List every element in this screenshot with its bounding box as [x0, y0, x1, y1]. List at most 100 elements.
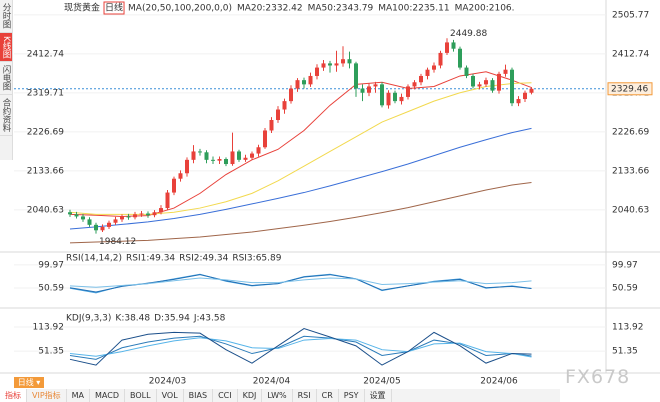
candle-body: [133, 214, 137, 218]
side-tab[interactable]: K线图: [0, 32, 12, 63]
candle-body: [412, 82, 417, 87]
candle-body: [458, 48, 462, 68]
y-tick-label: 113.92: [612, 323, 644, 333]
tool-button[interactable]: KDJ: [238, 389, 263, 402]
series-line: [69, 181, 532, 244]
candle-body: [74, 214, 79, 217]
candle-body: [386, 92, 391, 106]
candle-body: [178, 173, 183, 179]
panel-title: RSI(14,14,2): [66, 254, 122, 264]
candle-body: [81, 216, 85, 220]
x-tick-label: 2024/05: [363, 377, 400, 387]
candle-body: [510, 69, 514, 104]
candle-body: [126, 216, 131, 218]
y-tick-label: 2133.66: [612, 166, 649, 176]
candle-body: [139, 213, 144, 215]
candle-body: [523, 92, 527, 100]
tool-button[interactable]: 设置: [365, 389, 392, 402]
chart-title: 现货黄金: [64, 2, 100, 14]
candle-body: [451, 42, 456, 49]
candle-body: [503, 69, 508, 74]
period-button[interactable]: 日线 ▾: [14, 377, 44, 388]
side-tab[interactable]: 合约资料: [0, 95, 12, 136]
series-line: [69, 327, 532, 366]
y-tick-label: 50.59: [612, 283, 638, 293]
candle-body: [425, 69, 430, 76]
candle-body: [295, 80, 300, 89]
candle-body: [490, 80, 495, 91]
candle-body: [146, 213, 150, 216]
tool-button[interactable]: VIP指标: [27, 389, 67, 402]
candle-body: [191, 151, 196, 160]
candle-body: [230, 151, 235, 165]
legend-entry: RSI1:49.34: [126, 254, 175, 264]
candle-body: [282, 101, 287, 110]
tool-button[interactable]: BIAS: [184, 389, 214, 402]
candle-body: [432, 65, 436, 70]
x-tick-label: 2024/06: [480, 377, 518, 387]
period-tag: [103, 1, 125, 15]
candle-body: [438, 52, 443, 66]
candle-body: [373, 84, 378, 87]
candle-body: [152, 212, 157, 216]
toolbar: 指标 VIP指标 MA MACD BOLL VOL BIAS CCI KDJ LW% RSI CR PS…: [0, 389, 560, 402]
candle-body: [256, 147, 261, 154]
period-label: 日线: [105, 2, 123, 14]
candle-body: [250, 153, 254, 158]
candle-body: [217, 159, 222, 161]
candle-body: [276, 109, 280, 120]
y-tick-label: 113.92: [33, 323, 65, 333]
candle-body: [497, 73, 501, 91]
y-tick-label: 50.59: [38, 283, 64, 293]
tool-button[interactable]: MA: [67, 389, 91, 402]
y-tick-label: 2412.74: [612, 49, 649, 59]
side-tab[interactable]: 分时图: [0, 0, 12, 33]
candle-body: [328, 63, 332, 66]
candle-body: [354, 63, 358, 89]
side-tab[interactable]: 闪电图: [0, 62, 12, 95]
tool-button[interactable]: CR: [317, 389, 339, 402]
tool-button[interactable]: RSI: [293, 389, 317, 402]
candle-body: [464, 67, 469, 76]
candle-body: [107, 222, 111, 227]
legend-entry: MA50:2343.79: [308, 4, 374, 14]
tool-button[interactable]: CCI: [213, 389, 238, 402]
y-tick-label: 2412.74: [27, 49, 64, 59]
tool-button[interactable]: 指标: [0, 389, 27, 402]
candle-body: [120, 216, 124, 220]
candle-body: [367, 86, 371, 93]
legend-entry: RSI3:65.89: [232, 254, 281, 264]
candle-body: [198, 151, 202, 153]
candle-body: [321, 63, 326, 68]
panel-title: KDJ(9,3,3): [66, 314, 111, 324]
y-tick-label: 2040.63: [612, 205, 649, 215]
series-line: [69, 82, 532, 215]
candle-body: [445, 42, 449, 53]
legend-entry: MA20:2332.42: [237, 4, 303, 14]
annotation: 1984.12: [99, 237, 136, 247]
tool-button[interactable]: PSY: [339, 389, 365, 402]
legend-entry: D:35.94: [154, 314, 190, 324]
series-line: [69, 335, 532, 360]
tool-button[interactable]: MACD: [90, 389, 126, 402]
candle-body: [87, 219, 92, 225]
watermark: FX678: [565, 366, 631, 388]
candle-body: [302, 80, 306, 85]
sidebar: 分时图 K线图 闪电图 合约资料: [0, 0, 13, 160]
candle-body: [471, 75, 475, 87]
tool-button[interactable]: VOL: [157, 389, 184, 402]
series-line: [69, 337, 532, 358]
candle-body: [529, 88, 534, 93]
candle-body: [243, 157, 248, 160]
tool-button[interactable]: BOLL: [125, 389, 157, 402]
tool-button[interactable]: LW%: [262, 389, 293, 402]
y-tick-label: 2226.69: [27, 127, 64, 137]
candle-body: [237, 151, 241, 160]
candle-body: [419, 75, 423, 83]
candle-body: [165, 192, 170, 209]
candle-body: [360, 88, 365, 93]
candle-body: [516, 99, 521, 104]
candle-body: [185, 159, 189, 174]
candle-body: [477, 84, 482, 87]
legend-entry: RSI2:49.34: [179, 254, 228, 264]
